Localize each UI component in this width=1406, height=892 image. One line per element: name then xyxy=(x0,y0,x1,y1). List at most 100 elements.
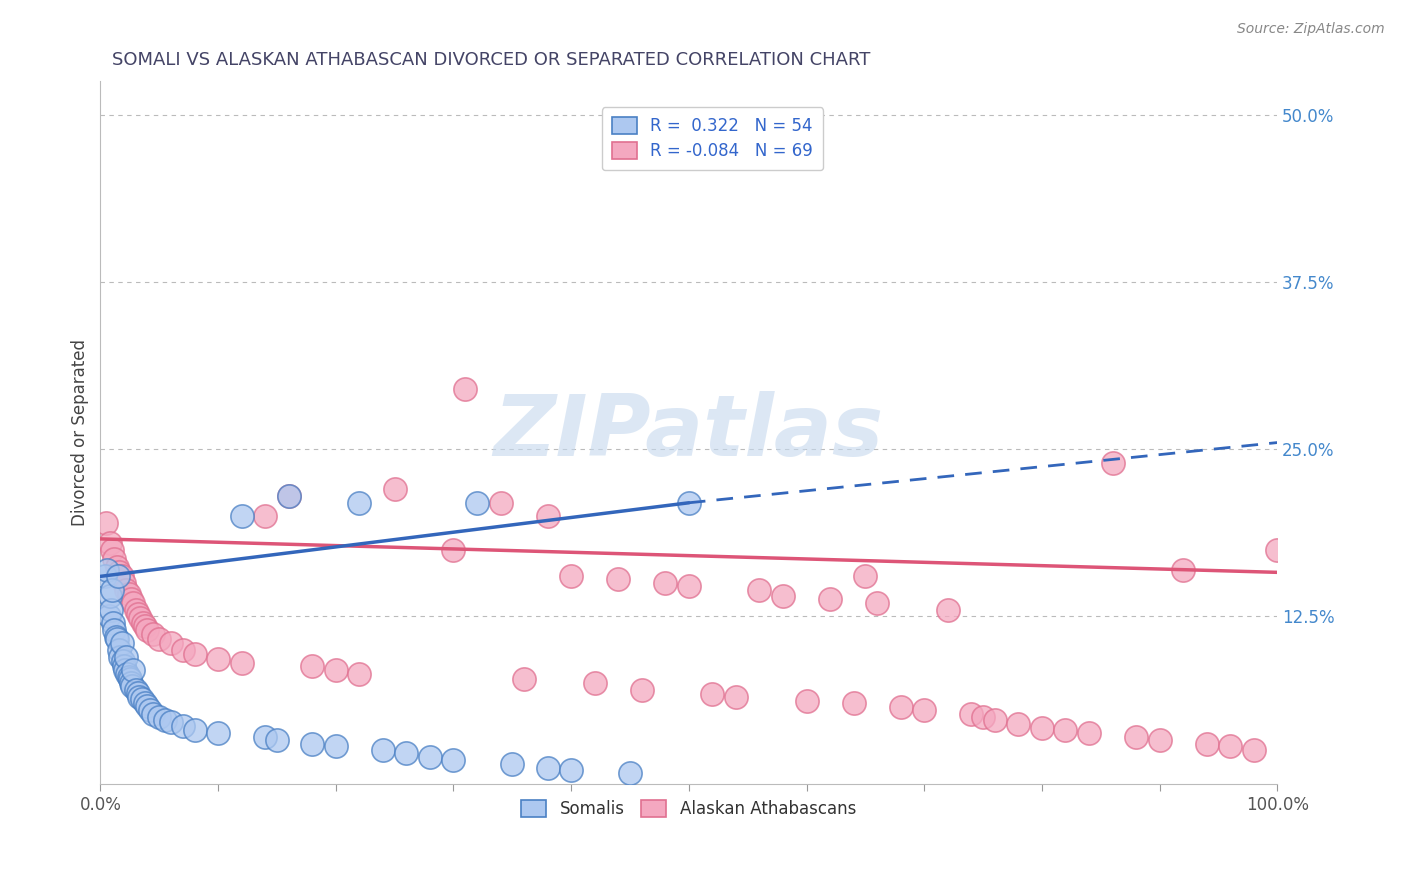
Point xyxy=(96,516,118,530)
Point xyxy=(678,496,700,510)
Point xyxy=(890,700,912,714)
Point xyxy=(325,663,347,677)
Point xyxy=(231,509,253,524)
Point xyxy=(349,496,371,510)
Point xyxy=(607,572,630,586)
Point xyxy=(122,596,145,610)
Text: SOMALI VS ALASKAN ATHABASCAN DIVORCED OR SEPARATED CORRELATION CHART: SOMALI VS ALASKAN ATHABASCAN DIVORCED OR… xyxy=(112,51,870,69)
Point xyxy=(104,630,127,644)
Point xyxy=(117,667,139,681)
Point xyxy=(148,710,170,724)
Point xyxy=(132,616,155,631)
Point xyxy=(118,673,141,687)
Point xyxy=(853,569,876,583)
Point xyxy=(129,611,152,625)
Point xyxy=(1243,743,1265,757)
Point xyxy=(115,649,138,664)
Point xyxy=(536,761,558,775)
Point xyxy=(117,670,139,684)
Point xyxy=(139,703,162,717)
Point xyxy=(160,636,183,650)
Point xyxy=(160,715,183,730)
Point xyxy=(960,707,983,722)
Point xyxy=(105,560,128,574)
Point xyxy=(936,603,959,617)
Point xyxy=(1149,732,1171,747)
Point xyxy=(441,542,464,557)
Point xyxy=(112,576,135,591)
Point xyxy=(142,707,165,722)
Point xyxy=(1101,456,1123,470)
Point xyxy=(489,496,512,510)
Point xyxy=(103,552,125,566)
Point xyxy=(96,563,118,577)
Point xyxy=(134,619,156,633)
Point xyxy=(231,657,253,671)
Point xyxy=(1031,721,1053,735)
Point xyxy=(1054,723,1077,738)
Point xyxy=(105,632,128,647)
Legend: Somalis, Alaskan Athabascans: Somalis, Alaskan Athabascans xyxy=(515,793,863,824)
Point xyxy=(107,569,129,583)
Point xyxy=(536,509,558,524)
Point xyxy=(142,627,165,641)
Point xyxy=(121,679,143,693)
Point xyxy=(1195,737,1218,751)
Point xyxy=(748,582,770,597)
Point xyxy=(560,764,582,778)
Point xyxy=(98,536,121,550)
Point xyxy=(115,582,138,597)
Point xyxy=(110,649,132,664)
Point xyxy=(108,643,131,657)
Point xyxy=(97,609,120,624)
Point xyxy=(560,569,582,583)
Point xyxy=(100,603,122,617)
Point xyxy=(127,686,149,700)
Point xyxy=(1265,542,1288,557)
Point xyxy=(108,566,131,580)
Point xyxy=(1007,716,1029,731)
Point xyxy=(153,713,176,727)
Point xyxy=(1078,726,1101,740)
Point xyxy=(114,663,136,677)
Point xyxy=(122,663,145,677)
Point xyxy=(172,719,194,733)
Point xyxy=(678,579,700,593)
Point xyxy=(136,699,159,714)
Point xyxy=(384,483,406,497)
Point xyxy=(183,723,205,738)
Point xyxy=(325,739,347,754)
Point xyxy=(124,603,146,617)
Point xyxy=(513,673,536,687)
Point xyxy=(654,576,676,591)
Point xyxy=(1125,730,1147,744)
Point xyxy=(120,592,142,607)
Point xyxy=(349,667,371,681)
Point xyxy=(111,654,134,668)
Point xyxy=(371,743,394,757)
Point xyxy=(128,690,150,704)
Point xyxy=(465,496,488,510)
Point xyxy=(112,659,135,673)
Point xyxy=(818,592,841,607)
Point xyxy=(103,616,125,631)
Point xyxy=(583,676,606,690)
Point xyxy=(796,694,818,708)
Point xyxy=(619,766,641,780)
Point xyxy=(912,703,935,717)
Point xyxy=(101,542,124,557)
Point xyxy=(134,697,156,711)
Point xyxy=(207,726,229,740)
Point xyxy=(110,636,132,650)
Point xyxy=(131,692,153,706)
Point xyxy=(277,489,299,503)
Point xyxy=(124,683,146,698)
Point xyxy=(301,659,323,673)
Text: Source: ZipAtlas.com: Source: ZipAtlas.com xyxy=(1237,22,1385,37)
Point xyxy=(94,569,117,583)
Point xyxy=(301,737,323,751)
Point xyxy=(136,623,159,637)
Point xyxy=(172,643,194,657)
Point xyxy=(277,489,299,503)
Point xyxy=(183,647,205,661)
